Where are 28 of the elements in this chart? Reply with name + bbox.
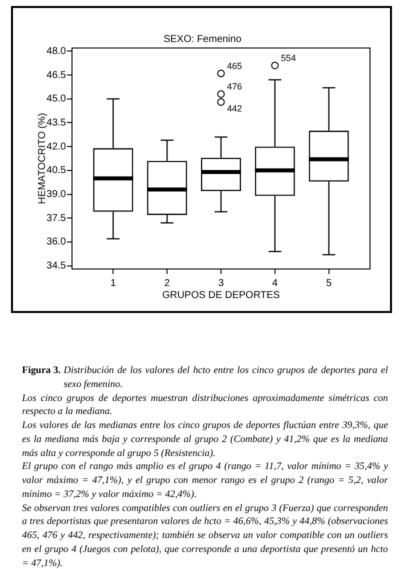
y-tick-label: 43.5 <box>46 117 66 128</box>
y-tick-label: 36.0 <box>46 236 66 248</box>
y-tick-label: 40.5 <box>46 165 66 176</box>
x-tick-label: 1 <box>110 278 116 289</box>
x-tick-label: 4 <box>272 278 278 289</box>
text: Figura 3. <box>22 364 61 378</box>
y-axis-title: HEMATOCRITO (%) <box>36 112 48 204</box>
text: Se observan tres valores compatibles con outliers en el grupo 3 (Fuerza) que corresponden a tres deportistas que presentaron valores de hcto = 46,6%, 45,3% y 44,8% (observaciones 465, 476 y 442, respectivamente); también se observa un valor compatible con un outliers en el grupo 4 (Juegos con pelota), que corresponde a una deportista que presentó un hcto = 47,1%). <box>22 502 388 569</box>
y-tick-label: 37.5 <box>46 212 66 224</box>
x-tick-label: 2 <box>164 278 170 289</box>
y-tick-label: 46.5 <box>46 70 66 81</box>
text: Los valores de las medianas entre los cinco grupos de deportes fluctúan entre 39,3%, que es la mediana más baja y corresponde al grupo 2 (Combate) y 41,2% que es la mediana más alta y corresponde al grupo 5 (Resistencia). <box>22 419 388 460</box>
x-tick-label: 5 <box>326 278 332 289</box>
x-tick-label: 3 <box>218 278 224 289</box>
text: Los cinco grupos de deportes muestran distribuciones aproximadamente simétricas con respecto a la mediana. <box>22 392 388 419</box>
x-axis-title: GRUPOS DE DEPORTES <box>162 290 280 301</box>
annotation: 442 <box>227 104 242 114</box>
y-tick-label: 45.0 <box>46 94 66 105</box>
text: Distribución de los valores del hcto entre los cinco grupos de deportes para el sexo femenino. <box>64 364 388 392</box>
y-tick-label: 42.0 <box>46 141 66 152</box>
y-tick-label: 48.0 <box>46 46 66 57</box>
annotation: 465 <box>227 60 242 71</box>
text: El grupo con el rango más amplio es el grupo 4 (rango = 11,7, valor mínimo = 35,4% y valor máximo = 47,1%), y el grupo con menor rango es el grupo 2 (rango = 5,2, valor mínimo = 37,2% y valor máximo = 42,4%). <box>22 460 388 502</box>
y-tick-label: 34.5 <box>46 260 66 272</box>
annotation: 554 <box>280 52 296 63</box>
annotation: 476 <box>227 82 242 92</box>
y-tick-label: 39.0 <box>46 189 66 200</box>
chart-title: SEXO: Femenino <box>164 34 242 45</box>
